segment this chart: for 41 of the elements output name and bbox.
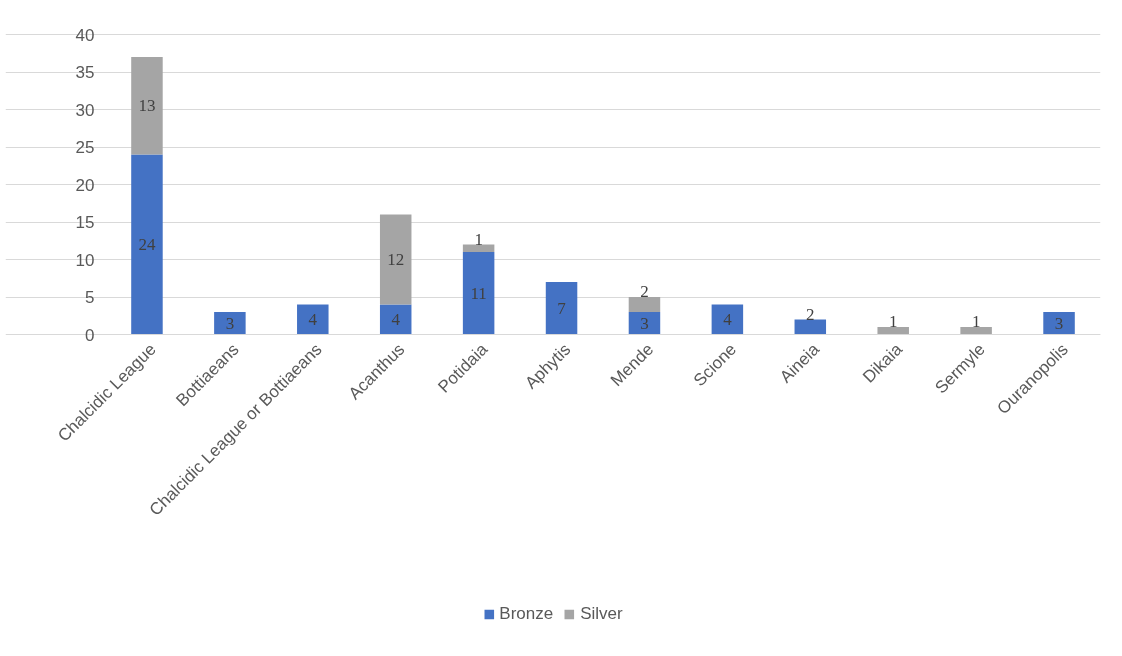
data-label: 11 [470, 283, 487, 303]
data-label: 3 [225, 313, 235, 333]
bar [794, 319, 827, 335]
data-label: 1 [971, 312, 981, 331]
data-label: 13 [138, 96, 156, 116]
bar [545, 282, 578, 335]
data-label: 1 [474, 229, 483, 249]
data-label: 4 [391, 310, 401, 329]
data-label: 4 [308, 310, 318, 329]
bar [379, 214, 412, 305]
y-tick-label: 30 [75, 100, 95, 120]
data-label: 12 [387, 250, 405, 269]
bar [462, 252, 495, 335]
y-tick-label: 25 [75, 138, 95, 157]
bar [131, 57, 163, 155]
y-tick-label: 10 [75, 250, 95, 270]
bar [131, 154, 163, 335]
legend-label: Silver [580, 604, 623, 624]
bar [462, 244, 495, 252]
bar [628, 297, 661, 312]
y-tick-label: 0 [85, 325, 95, 345]
bar [297, 304, 329, 335]
data-label: 1 [888, 312, 898, 331]
data-label: 7 [557, 298, 567, 318]
y-tick-label: 40 [75, 25, 95, 45]
bar [1043, 312, 1075, 335]
data-label: 2 [806, 304, 815, 324]
data-label: 24 [138, 235, 156, 254]
bar [960, 327, 992, 335]
legend-label: Bronze [499, 604, 554, 624]
data-label: 3 [1054, 313, 1064, 333]
y-tick-label: 5 [85, 288, 95, 307]
y-tick-label: 35 [75, 63, 95, 82]
bar [711, 304, 744, 335]
data-label: 4 [723, 310, 733, 329]
bar [214, 312, 246, 335]
data-label: 2 [640, 282, 649, 301]
bar [877, 327, 909, 335]
y-tick-label: 20 [75, 175, 95, 195]
data-label: 3 [640, 313, 649, 333]
y-tick-label: 15 [75, 213, 95, 232]
